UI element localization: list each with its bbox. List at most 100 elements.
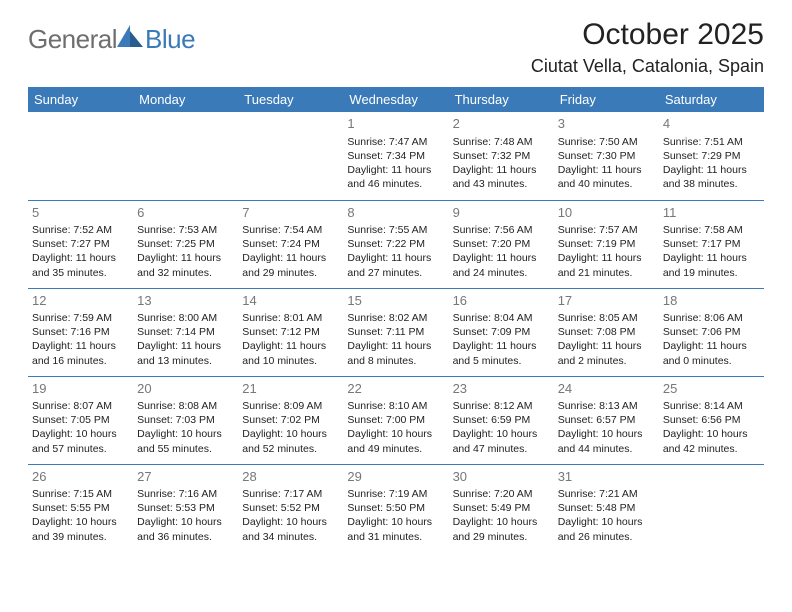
day-header: Friday — [554, 87, 659, 112]
calendar-cell: 30Sunrise: 7:20 AMSunset: 5:49 PMDayligh… — [449, 464, 554, 552]
sunset-line: Sunset: 7:00 PM — [347, 413, 444, 427]
day-number: 4 — [663, 115, 760, 133]
sunset-line: Sunset: 6:57 PM — [558, 413, 655, 427]
sunrise-line: Sunrise: 8:01 AM — [242, 311, 339, 325]
sunset-line: Sunset: 6:59 PM — [453, 413, 550, 427]
day-number: 14 — [242, 292, 339, 310]
day-number: 1 — [347, 115, 444, 133]
header: General Blue October 2025 Ciutat Vella, … — [28, 18, 764, 77]
sunrise-line: Sunrise: 7:52 AM — [32, 223, 129, 237]
daylight-line: Daylight: 10 hours and 57 minutes. — [32, 427, 129, 455]
sunrise-line: Sunrise: 8:04 AM — [453, 311, 550, 325]
daylight-line: Daylight: 11 hours and 19 minutes. — [663, 251, 760, 279]
daylight-line: Daylight: 11 hours and 46 minutes. — [347, 163, 444, 191]
sunset-line: Sunset: 7:30 PM — [558, 149, 655, 163]
sunrise-line: Sunrise: 8:09 AM — [242, 399, 339, 413]
title-block: October 2025 Ciutat Vella, Catalonia, Sp… — [531, 18, 764, 77]
sunset-line: Sunset: 5:48 PM — [558, 501, 655, 515]
calendar-cell: 9Sunrise: 7:56 AMSunset: 7:20 PMDaylight… — [449, 200, 554, 288]
sunset-line: Sunset: 7:25 PM — [137, 237, 234, 251]
sunrise-line: Sunrise: 8:05 AM — [558, 311, 655, 325]
calendar-cell — [133, 112, 238, 200]
daylight-line: Daylight: 11 hours and 16 minutes. — [32, 339, 129, 367]
day-number: 5 — [32, 204, 129, 222]
day-number: 25 — [663, 380, 760, 398]
calendar-cell: 13Sunrise: 8:00 AMSunset: 7:14 PMDayligh… — [133, 288, 238, 376]
location: Ciutat Vella, Catalonia, Spain — [531, 56, 764, 77]
day-number: 7 — [242, 204, 339, 222]
sunrise-line: Sunrise: 8:14 AM — [663, 399, 760, 413]
sunset-line: Sunset: 7:08 PM — [558, 325, 655, 339]
calendar-cell: 29Sunrise: 7:19 AMSunset: 5:50 PMDayligh… — [343, 464, 448, 552]
calendar-week: 26Sunrise: 7:15 AMSunset: 5:55 PMDayligh… — [28, 464, 764, 552]
calendar-cell: 27Sunrise: 7:16 AMSunset: 5:53 PMDayligh… — [133, 464, 238, 552]
logo-text-blue: Blue — [145, 24, 195, 55]
daylight-line: Daylight: 10 hours and 36 minutes. — [137, 515, 234, 543]
day-number: 15 — [347, 292, 444, 310]
daylight-line: Daylight: 10 hours and 42 minutes. — [663, 427, 760, 455]
calendar-cell: 10Sunrise: 7:57 AMSunset: 7:19 PMDayligh… — [554, 200, 659, 288]
logo-text-general: General — [28, 24, 117, 55]
sunset-line: Sunset: 7:11 PM — [347, 325, 444, 339]
calendar-cell: 12Sunrise: 7:59 AMSunset: 7:16 PMDayligh… — [28, 288, 133, 376]
sunset-line: Sunset: 7:09 PM — [453, 325, 550, 339]
sunrise-line: Sunrise: 8:10 AM — [347, 399, 444, 413]
day-number: 8 — [347, 204, 444, 222]
sunset-line: Sunset: 6:56 PM — [663, 413, 760, 427]
daylight-line: Daylight: 11 hours and 5 minutes. — [453, 339, 550, 367]
calendar-cell: 17Sunrise: 8:05 AMSunset: 7:08 PMDayligh… — [554, 288, 659, 376]
calendar-cell: 1Sunrise: 7:47 AMSunset: 7:34 PMDaylight… — [343, 112, 448, 200]
calendar-week: 19Sunrise: 8:07 AMSunset: 7:05 PMDayligh… — [28, 376, 764, 464]
month-title: October 2025 — [531, 18, 764, 52]
sunset-line: Sunset: 7:03 PM — [137, 413, 234, 427]
daylight-line: Daylight: 10 hours and 26 minutes. — [558, 515, 655, 543]
logo: General Blue — [28, 18, 195, 55]
daylight-line: Daylight: 11 hours and 27 minutes. — [347, 251, 444, 279]
day-number: 23 — [453, 380, 550, 398]
day-number: 2 — [453, 115, 550, 133]
sunset-line: Sunset: 7:27 PM — [32, 237, 129, 251]
sunrise-line: Sunrise: 7:51 AM — [663, 135, 760, 149]
day-number: 18 — [663, 292, 760, 310]
day-number: 10 — [558, 204, 655, 222]
calendar-cell: 25Sunrise: 8:14 AMSunset: 6:56 PMDayligh… — [659, 376, 764, 464]
sunset-line: Sunset: 5:50 PM — [347, 501, 444, 515]
daylight-line: Daylight: 10 hours and 55 minutes. — [137, 427, 234, 455]
sunset-line: Sunset: 7:14 PM — [137, 325, 234, 339]
calendar-cell: 21Sunrise: 8:09 AMSunset: 7:02 PMDayligh… — [238, 376, 343, 464]
sunset-line: Sunset: 7:29 PM — [663, 149, 760, 163]
daylight-line: Daylight: 11 hours and 43 minutes. — [453, 163, 550, 191]
day-number: 21 — [242, 380, 339, 398]
day-number: 6 — [137, 204, 234, 222]
calendar-cell: 6Sunrise: 7:53 AMSunset: 7:25 PMDaylight… — [133, 200, 238, 288]
sunset-line: Sunset: 5:52 PM — [242, 501, 339, 515]
calendar-cell: 16Sunrise: 8:04 AMSunset: 7:09 PMDayligh… — [449, 288, 554, 376]
sunrise-line: Sunrise: 8:00 AM — [137, 311, 234, 325]
sunset-line: Sunset: 7:06 PM — [663, 325, 760, 339]
sunrise-line: Sunrise: 7:53 AM — [137, 223, 234, 237]
day-number: 29 — [347, 468, 444, 486]
day-number: 16 — [453, 292, 550, 310]
calendar-week: 1Sunrise: 7:47 AMSunset: 7:34 PMDaylight… — [28, 112, 764, 200]
sunset-line: Sunset: 7:02 PM — [242, 413, 339, 427]
calendar-cell: 31Sunrise: 7:21 AMSunset: 5:48 PMDayligh… — [554, 464, 659, 552]
sunset-line: Sunset: 5:49 PM — [453, 501, 550, 515]
day-header: Sunday — [28, 87, 133, 112]
daylight-line: Daylight: 11 hours and 13 minutes. — [137, 339, 234, 367]
calendar-cell: 14Sunrise: 8:01 AMSunset: 7:12 PMDayligh… — [238, 288, 343, 376]
daylight-line: Daylight: 11 hours and 0 minutes. — [663, 339, 760, 367]
daylight-line: Daylight: 11 hours and 24 minutes. — [453, 251, 550, 279]
calendar-cell: 2Sunrise: 7:48 AMSunset: 7:32 PMDaylight… — [449, 112, 554, 200]
day-header: Saturday — [659, 87, 764, 112]
sunrise-line: Sunrise: 7:16 AM — [137, 487, 234, 501]
day-number: 28 — [242, 468, 339, 486]
sunrise-line: Sunrise: 7:21 AM — [558, 487, 655, 501]
daylight-line: Daylight: 11 hours and 35 minutes. — [32, 251, 129, 279]
day-number: 24 — [558, 380, 655, 398]
daylight-line: Daylight: 10 hours and 44 minutes. — [558, 427, 655, 455]
calendar-cell: 4Sunrise: 7:51 AMSunset: 7:29 PMDaylight… — [659, 112, 764, 200]
sunrise-line: Sunrise: 7:48 AM — [453, 135, 550, 149]
calendar-cell: 18Sunrise: 8:06 AMSunset: 7:06 PMDayligh… — [659, 288, 764, 376]
calendar-cell: 24Sunrise: 8:13 AMSunset: 6:57 PMDayligh… — [554, 376, 659, 464]
daylight-line: Daylight: 11 hours and 10 minutes. — [242, 339, 339, 367]
